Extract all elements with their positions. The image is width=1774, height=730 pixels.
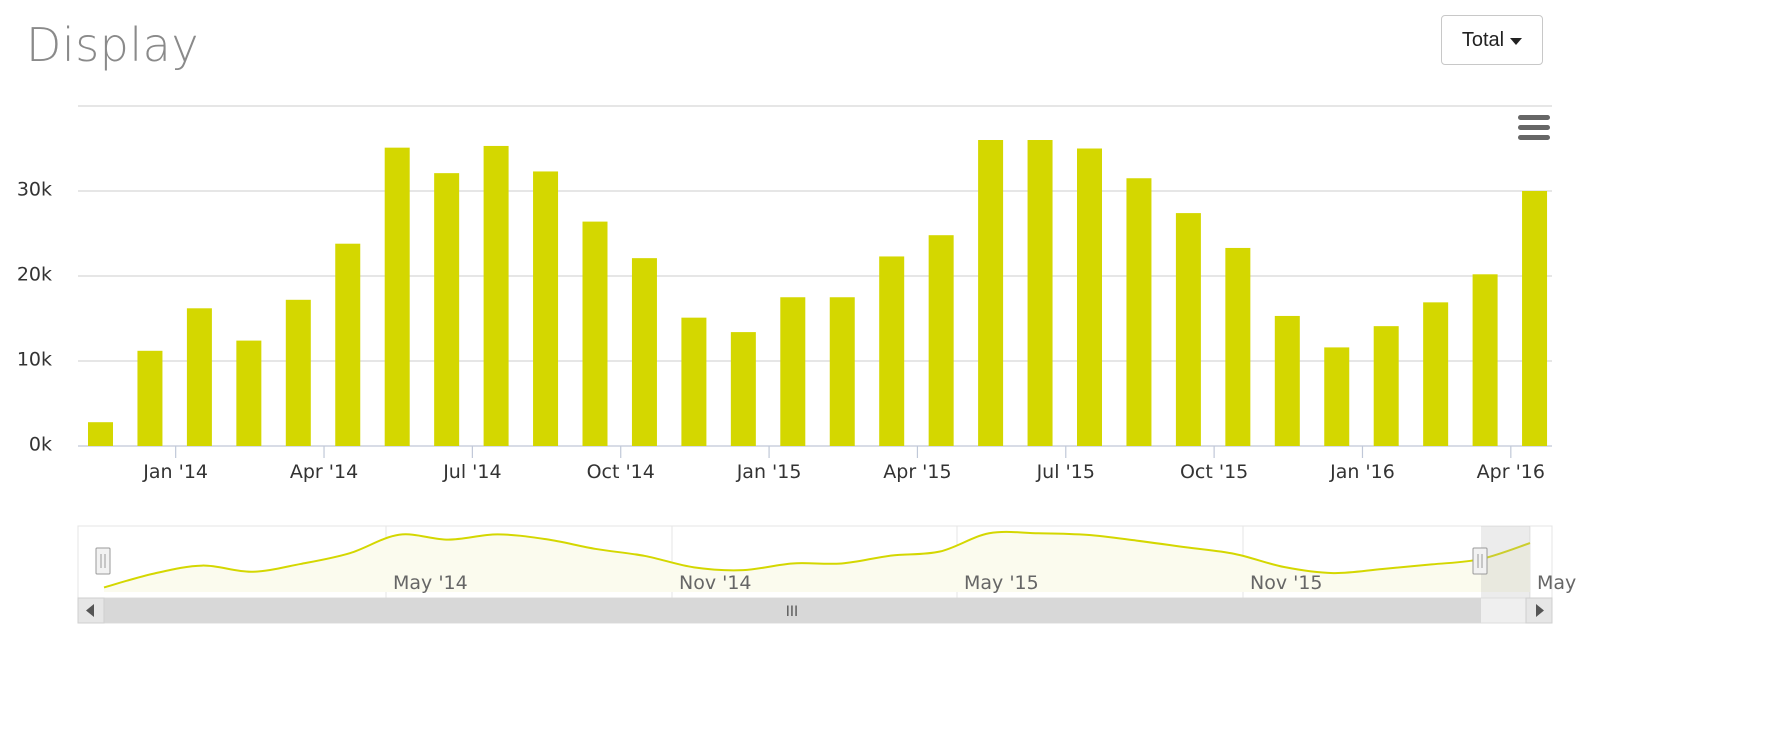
bar[interactable] (1423, 302, 1449, 446)
navigator-selected-range[interactable] (1481, 526, 1530, 598)
navigator-left-handle[interactable] (95, 547, 111, 575)
scrollbar-left-arrow-button[interactable] (77, 597, 105, 624)
bar[interactable] (335, 243, 361, 446)
bar[interactable] (1373, 326, 1399, 446)
bar[interactable] (730, 332, 756, 446)
x-tick-label: Apr '16 (1477, 461, 1545, 483)
bar[interactable] (928, 235, 954, 446)
bar[interactable] (1077, 148, 1102, 447)
x-tick-label: Apr '15 (883, 461, 951, 483)
scrollbar-thumb[interactable] (104, 598, 1481, 623)
navigator-right-handle[interactable] (1472, 547, 1488, 575)
chart-grid (78, 105, 1552, 447)
chart-navigator[interactable]: May '14 Nov '14 May '15 Nov '15 May (77, 525, 1576, 599)
bar[interactable] (631, 258, 657, 446)
bar[interactable] (829, 297, 855, 446)
y-tick-label: 20k (17, 264, 52, 286)
arrow-left-icon (86, 604, 94, 617)
navigator-x-label: Nov '14 (679, 572, 752, 594)
y-tick-label: 0k (29, 434, 52, 456)
x-tick-label: Jul '14 (442, 461, 501, 483)
bar[interactable] (236, 340, 262, 446)
y-tick-label: 10k (17, 349, 52, 371)
bar[interactable] (1027, 140, 1053, 446)
chart-x-axis: Jan '14 Apr '14 Jul '14 Oct '14 Jan '15 Apr '… (142, 446, 1545, 483)
scrollbar-grip: III (786, 604, 798, 620)
navigator-x-label: May '14 (393, 572, 468, 594)
bar[interactable] (285, 299, 311, 446)
y-tick-label: 30k (17, 179, 52, 201)
bar[interactable] (1225, 247, 1251, 446)
bar[interactable] (434, 173, 460, 446)
x-tick-label: Jul '15 (1036, 461, 1095, 483)
caret-down-icon (1510, 37, 1523, 45)
bar[interactable] (1324, 347, 1350, 446)
bar[interactable] (384, 147, 410, 446)
chart-y-axis: 0k 10k 20k 30k (17, 179, 52, 456)
x-tick-label: Oct '15 (1180, 461, 1248, 483)
bar[interactable] (533, 171, 559, 446)
hamburger-menu-icon[interactable] (1518, 115, 1550, 141)
bar[interactable] (1472, 274, 1498, 446)
x-tick-label: Jan '16 (1329, 461, 1395, 483)
bar[interactable] (1126, 178, 1152, 446)
bar[interactable] (582, 221, 608, 446)
navigator-x-label: May (1537, 572, 1576, 594)
chart-bars (88, 140, 1548, 447)
page-title: Display (26, 18, 200, 72)
scrollbar-right-arrow-button[interactable] (1525, 597, 1553, 624)
bar[interactable] (681, 317, 707, 446)
bar[interactable] (1274, 315, 1300, 446)
x-tick-label: Jan '14 (142, 461, 208, 483)
navigator-x-label: May '15 (964, 572, 1039, 594)
bar[interactable] (1522, 191, 1548, 446)
x-tick-label: Oct '14 (587, 461, 655, 483)
x-tick-label: Apr '14 (290, 461, 358, 483)
total-dropdown-button[interactable]: Total (1441, 15, 1543, 65)
bar[interactable] (1175, 213, 1201, 446)
bar[interactable] (483, 145, 509, 446)
total-dropdown-label: Total (1461, 28, 1505, 51)
navigator-line (103, 530, 1531, 589)
navigator-x-label: Nov '15 (1250, 572, 1323, 594)
bar[interactable] (780, 297, 806, 446)
navigator-area (104, 531, 1530, 592)
navigator-labels: May '14 Nov '14 May '15 Nov '15 May (393, 572, 1576, 594)
x-tick-label: Jan '15 (736, 461, 802, 483)
bar[interactable] (137, 350, 163, 446)
arrow-right-icon (1536, 604, 1544, 617)
scrollbar[interactable]: III (77, 597, 1553, 624)
bar[interactable] (879, 256, 905, 446)
bar[interactable] (186, 308, 212, 446)
bar[interactable] (88, 422, 113, 446)
bar[interactable] (978, 140, 1004, 446)
